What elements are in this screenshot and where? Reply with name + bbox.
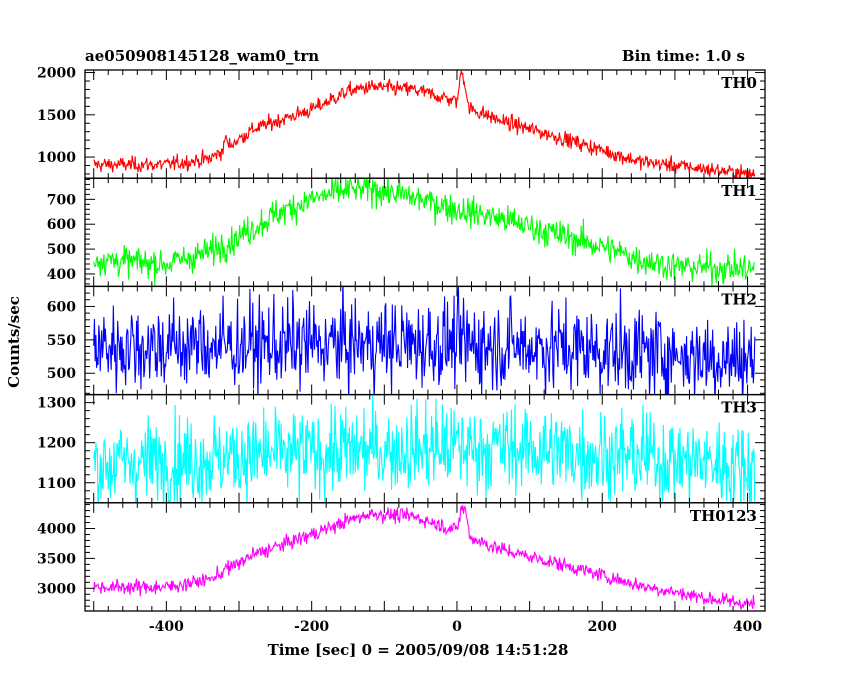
x-tick-label: -400 <box>149 619 184 635</box>
x-tick-label: 400 <box>733 619 762 635</box>
y-tick-label: 500 <box>47 242 76 258</box>
series-line-th3 <box>93 394 756 503</box>
y-tick-label: 700 <box>47 192 76 208</box>
series-line-th0 <box>93 70 756 179</box>
panel-label-th2: TH2 <box>721 290 757 308</box>
panel-label-th0: TH0 <box>721 74 757 92</box>
series-line-th1 <box>93 178 756 287</box>
panel-th0: 1000 1500 2000 TH0 <box>37 66 766 179</box>
bin-time-label: Bin time: 1.0 s <box>622 47 745 65</box>
y-tick-label: 3000 <box>37 581 76 597</box>
panel-frame <box>84 502 766 612</box>
panel-th1: 400 500 600 700 TH1 <box>47 177 766 288</box>
y-axis-label: Counts/sec <box>5 296 23 388</box>
panel-label-th0123: TH0123 <box>690 507 757 525</box>
x-tick-label: 200 <box>588 619 617 635</box>
y-tick-label: 1000 <box>37 150 76 166</box>
y-tick-label: 1100 <box>37 476 76 492</box>
panel-label-th1: TH1 <box>721 182 757 200</box>
panel-th3: 1100 1200 1300 TH3 <box>37 393 766 504</box>
y-tick-label: 3500 <box>37 551 76 567</box>
series-line-th0123 <box>93 505 756 610</box>
y-tick-label: 600 <box>47 217 76 233</box>
y-tick-label: 500 <box>47 366 76 382</box>
x-tick-label: 0 <box>452 619 462 635</box>
y-tick-label: 400 <box>47 267 76 283</box>
x-axis-label: Time [sec] 0 = 2005/09/08 14:51:28 <box>268 641 569 659</box>
y-tick-label: 4000 <box>37 522 76 538</box>
y-tick-label: 2000 <box>37 66 76 82</box>
panel-label-th3: TH3 <box>721 399 757 417</box>
y-tick-label: 550 <box>47 333 76 349</box>
y-tick-label: 1500 <box>37 108 76 124</box>
series-line-th2 <box>93 286 756 395</box>
x-tick-label: -200 <box>294 619 329 635</box>
panel-th0123: 3000 3500 4000 TH0123 <box>37 502 766 612</box>
y-tick-label: 1200 <box>37 436 76 452</box>
y-tick-label: 600 <box>47 299 76 315</box>
panel-th2: 500 550 600 TH2 <box>47 285 766 396</box>
chart-title: ae050908145128_wam0_trn <box>85 47 319 65</box>
y-tick-label: 1300 <box>37 396 76 412</box>
